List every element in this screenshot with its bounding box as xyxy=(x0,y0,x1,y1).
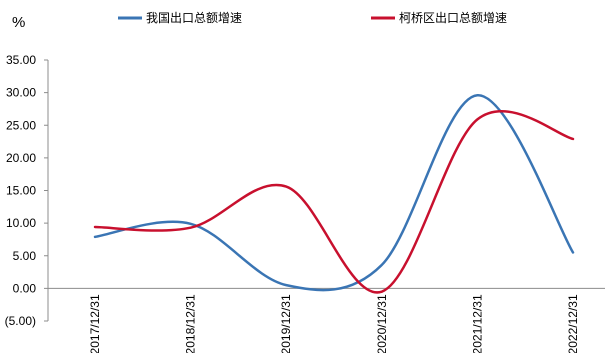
legend-label: 柯桥区出口总额增速 xyxy=(399,11,507,25)
y-tick-label: 15.00 xyxy=(6,184,36,198)
data-point xyxy=(571,137,575,141)
x-tick-label: 2022/12/31 xyxy=(566,294,580,353)
x-tick-label: 2021/12/31 xyxy=(470,294,484,353)
x-tick-label: 2019/12/31 xyxy=(279,294,293,353)
x-axis: 2017/12/31 2018/12/31 2019/12/31 2020/12/31… xyxy=(48,287,605,353)
x-tick-label: 2018/12/31 xyxy=(184,294,198,353)
y-tick-label: 5.00 xyxy=(13,249,37,263)
series-line-1 xyxy=(93,110,575,294)
data-point xyxy=(93,235,97,239)
y-tick-label: 25.00 xyxy=(6,118,36,132)
data-point xyxy=(571,250,575,254)
y-tick-label: 0.00 xyxy=(13,281,37,295)
y-tick-label: 30.00 xyxy=(6,86,36,100)
legend-label: 我国出口总额增速 xyxy=(146,11,242,25)
series-layer xyxy=(93,93,575,294)
y-axis: 35.00 30.00 25.00 20.00 15.00 10.00 5.00 0.00 (5… xyxy=(5,53,49,328)
data-point xyxy=(93,225,97,229)
y-tick-label: 35.00 xyxy=(6,53,36,67)
x-tick-label: 2020/12/31 xyxy=(375,294,389,353)
y-tick-label: 20.00 xyxy=(6,151,36,165)
data-point xyxy=(189,222,193,226)
data-point xyxy=(380,263,384,267)
data-point xyxy=(380,290,384,294)
data-point xyxy=(475,117,479,121)
data-point xyxy=(189,226,193,230)
data-point xyxy=(284,185,288,189)
data-point xyxy=(284,283,288,287)
y-tick-label: 10.00 xyxy=(6,216,36,230)
legend: 我国出口总额增速 柯桥区出口总额增速 xyxy=(118,11,507,25)
y-unit-label: % xyxy=(12,14,25,31)
y-tick-label: (5.00) xyxy=(5,314,36,328)
series-line-0 xyxy=(93,93,575,292)
x-tick-label: 2017/12/31 xyxy=(88,294,102,353)
data-point xyxy=(475,93,479,97)
